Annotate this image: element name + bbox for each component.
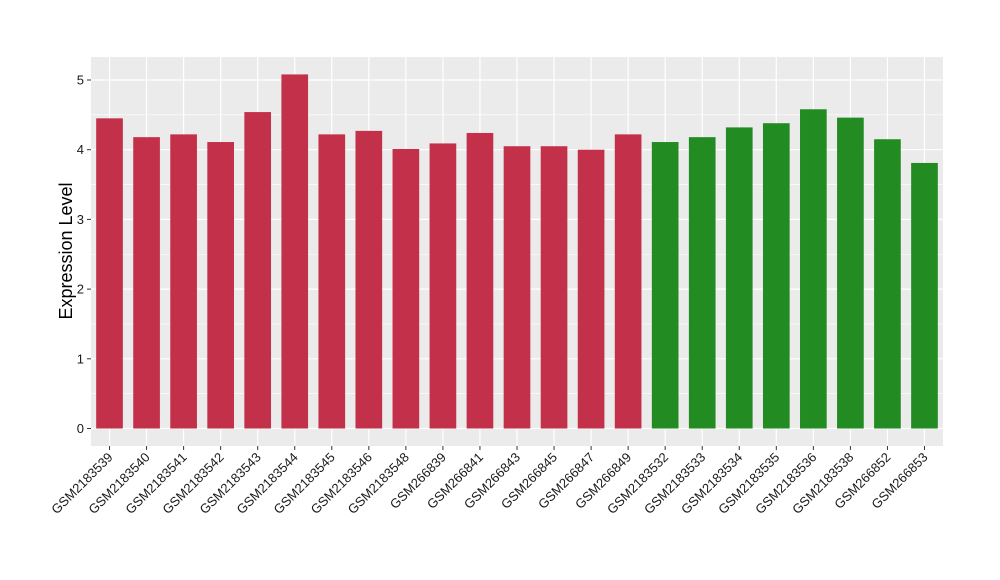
x-axis: GSM2183539GSM2183540GSM2183541GSM2183542… — [48, 446, 931, 517]
bar-GSM2183533 — [688, 137, 716, 429]
y-tick-label: 0 — [77, 421, 84, 436]
bar-GSM266847 — [577, 149, 605, 429]
bar-GSM2183545 — [318, 134, 346, 429]
bar-GSM266843 — [503, 146, 531, 429]
bar-GSM2183535 — [762, 123, 790, 429]
bar-GSM2183544 — [281, 74, 309, 429]
bar-GSM2183548 — [392, 149, 420, 429]
bar-GSM266839 — [429, 143, 457, 429]
y-axis-title: Expression Level — [56, 182, 76, 319]
bar-GSM2183532 — [651, 142, 679, 429]
bar-GSM266841 — [466, 132, 494, 429]
bar-GSM2183541 — [170, 134, 197, 429]
bar-GSM2183542 — [207, 142, 234, 429]
y-tick-label: 1 — [77, 351, 84, 366]
bar-GSM266853 — [911, 162, 938, 429]
bar-GSM2183534 — [725, 127, 753, 429]
bar-GSM2183539 — [96, 118, 123, 429]
bar-GSM2183538 — [837, 117, 864, 429]
y-tick-label: 5 — [77, 73, 84, 88]
y-axis: 0 1 2 3 4 5 — [77, 73, 91, 436]
y-tick-label: 4 — [77, 142, 84, 157]
bar-GSM2183536 — [800, 109, 827, 429]
bar-GSM2183546 — [355, 130, 383, 429]
bar-GSM266845 — [540, 146, 568, 429]
bars — [96, 74, 938, 429]
bar-GSM266852 — [874, 139, 901, 429]
bar-GSM2183543 — [244, 112, 272, 429]
bar-GSM2183540 — [133, 137, 160, 429]
y-tick-label: 2 — [77, 282, 84, 297]
y-tick-label: 3 — [77, 212, 84, 227]
bar-GSM266849 — [614, 134, 642, 429]
